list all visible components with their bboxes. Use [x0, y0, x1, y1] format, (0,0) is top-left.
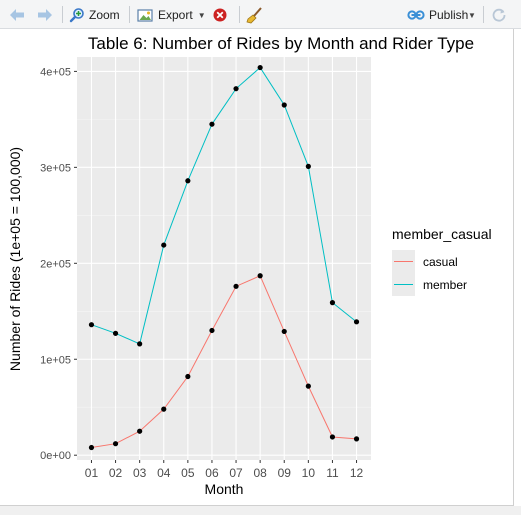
- forward-button[interactable]: [36, 4, 54, 26]
- back-button[interactable]: [8, 4, 26, 26]
- zoom-button[interactable]: Zoom: [69, 4, 120, 26]
- x-tick-label: 12: [350, 466, 364, 480]
- legend-label: casual: [423, 255, 458, 269]
- publish-button[interactable]: Publish: [407, 4, 468, 26]
- data-point-casual: [113, 441, 118, 446]
- y-tick-label: 3e+05: [40, 162, 71, 174]
- y-tick-label: 4e+05: [40, 66, 71, 78]
- data-point-member: [258, 65, 263, 70]
- data-point-member: [113, 331, 118, 336]
- plot-viewer: Table 6: Number of Rides by Month and Ri…: [0, 29, 513, 505]
- data-point-member: [209, 122, 214, 127]
- dropdown-caret-icon: ▼: [198, 11, 206, 20]
- toolbar-divider: [129, 6, 130, 23]
- data-point-casual: [209, 328, 214, 333]
- toolbar-divider: [239, 6, 240, 23]
- viewer-border: [513, 29, 514, 505]
- x-axis: 01 02 03 04 05 06 07 08 09 10 11 12: [85, 460, 364, 480]
- publish-icon: [407, 8, 425, 22]
- toolbar-divider: [483, 6, 484, 23]
- legend-keys: casual member: [392, 250, 467, 296]
- magnifier-icon: [69, 7, 85, 23]
- y-axis: 0e+00 1e+05 2e+05 3e+05 4e+05: [40, 66, 77, 462]
- data-point-member: [185, 178, 190, 183]
- data-point-member: [282, 102, 287, 107]
- x-tick-label: 04: [157, 466, 171, 480]
- publish-label: Publish: [429, 8, 468, 22]
- y-tick-label: 2e+05: [40, 258, 71, 270]
- data-point-casual: [258, 273, 263, 278]
- remove-plot-button[interactable]: [212, 4, 228, 26]
- rides-line-chart: Table 6: Number of Rides by Month and Ri…: [0, 29, 513, 505]
- plot-toolbar: Zoom Export ▼ Publish ▼: [0, 0, 521, 29]
- export-button[interactable]: Export ▼: [137, 4, 206, 26]
- x-tick-label: 07: [229, 466, 243, 480]
- x-tick-label: 11: [326, 466, 339, 480]
- data-point-member: [161, 242, 166, 247]
- data-point-member: [233, 86, 238, 91]
- x-tick-label: 09: [278, 466, 292, 480]
- clear-plots-button[interactable]: [246, 4, 264, 26]
- x-tick-label: 01: [85, 466, 99, 480]
- x-tick-label: 06: [205, 466, 219, 480]
- data-point-member: [354, 319, 359, 324]
- data-point-member: [330, 300, 335, 305]
- remove-plot-icon: [212, 7, 228, 23]
- x-tick-label: 03: [133, 466, 147, 480]
- plot-panel: [77, 57, 371, 460]
- arrow-left-icon: [8, 7, 26, 23]
- refresh-icon: [491, 7, 507, 23]
- data-point-casual: [354, 436, 359, 441]
- data-point-casual: [185, 374, 190, 379]
- publish-dropdown[interactable]: ▼: [468, 4, 476, 26]
- dropdown-caret-icon: ▼: [468, 11, 476, 20]
- data-point-casual: [306, 384, 311, 389]
- data-point-casual: [282, 329, 287, 334]
- toolbar-divider: [62, 6, 63, 23]
- x-tick-label: 10: [302, 466, 316, 480]
- x-tick-label: 08: [253, 466, 267, 480]
- x-tick-label: 02: [109, 466, 123, 480]
- data-point-casual: [330, 434, 335, 439]
- data-point-member: [137, 341, 142, 346]
- legend-title: member_casual: [392, 226, 492, 242]
- legend: member_casual casual member: [392, 226, 492, 296]
- export-image-icon: [137, 8, 154, 23]
- data-point-member: [306, 164, 311, 169]
- data-point-casual: [89, 445, 94, 450]
- refresh-button[interactable]: [491, 4, 507, 26]
- y-axis-title: Number of Rides (1e+05 = 100,000): [7, 147, 23, 371]
- chart-title: Table 6: Number of Rides by Month and Ri…: [88, 34, 474, 53]
- x-tick-label: 05: [181, 466, 195, 480]
- y-tick-label: 0e+00: [40, 450, 71, 462]
- status-strip: [0, 506, 521, 515]
- legend-label: member: [423, 278, 467, 292]
- zoom-label: Zoom: [89, 8, 120, 22]
- data-point-casual: [233, 284, 238, 289]
- export-label: Export: [158, 8, 193, 22]
- data-point-member: [89, 322, 94, 327]
- broom-icon: [246, 6, 264, 24]
- arrow-right-icon: [36, 7, 54, 23]
- data-point-casual: [161, 407, 166, 412]
- x-axis-title: Month: [205, 481, 244, 497]
- y-tick-label: 1e+05: [40, 354, 71, 366]
- data-point-casual: [137, 429, 142, 434]
